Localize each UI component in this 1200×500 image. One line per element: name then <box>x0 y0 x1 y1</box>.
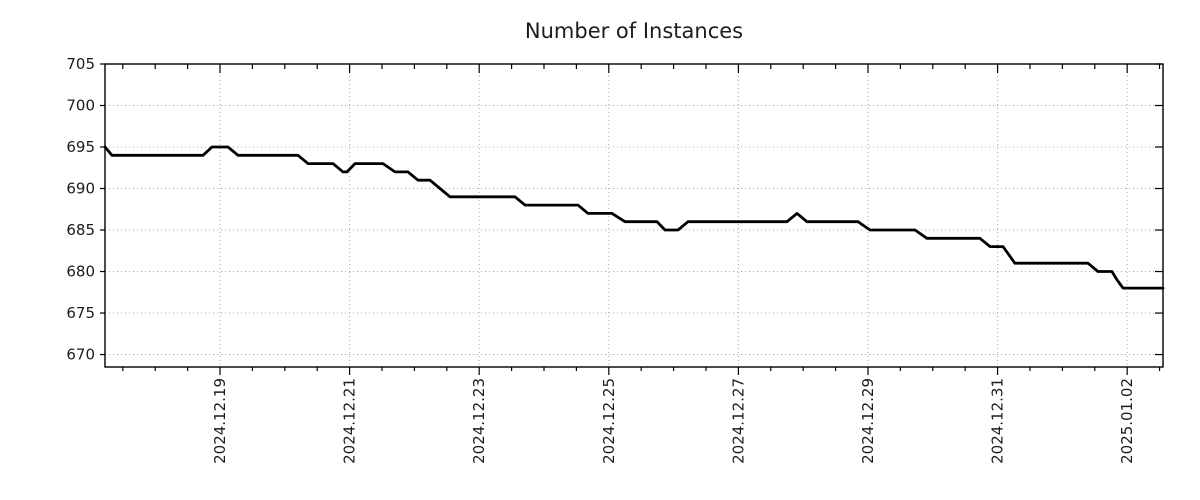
plot-generated-layer: 2024.12.19 2024.12.21 2024.12.23 2024.12.25… <box>66 55 1165 464</box>
x-tick-label: 2024.12.21 <box>341 378 359 464</box>
x-tick-label: 2024.12.19 <box>211 378 229 464</box>
y-tick-label: 685 <box>66 221 95 239</box>
x-tick-label: 2024.12.31 <box>989 378 1007 464</box>
y-tick-label: 705 <box>66 55 95 73</box>
y-tick-label: 695 <box>66 138 95 156</box>
y-tick-label: 675 <box>66 304 95 322</box>
x-tick-label: 2024.12.27 <box>729 378 747 464</box>
y-tick-label: 700 <box>66 97 95 115</box>
chart-title: Number of Instances <box>525 19 743 43</box>
x-tick-label: 2025.01.02 <box>1118 378 1136 464</box>
y-tick-label: 670 <box>66 346 95 364</box>
x-tick-label: 2024.12.23 <box>470 378 488 464</box>
x-tick-label: 2024.12.25 <box>600 378 618 464</box>
y-tick-label: 680 <box>66 263 95 281</box>
x-tick-label: 2024.12.29 <box>859 378 877 464</box>
y-tick-label: 690 <box>66 180 95 198</box>
data-line <box>103 145 1165 290</box>
plot-border <box>104 63 1164 368</box>
